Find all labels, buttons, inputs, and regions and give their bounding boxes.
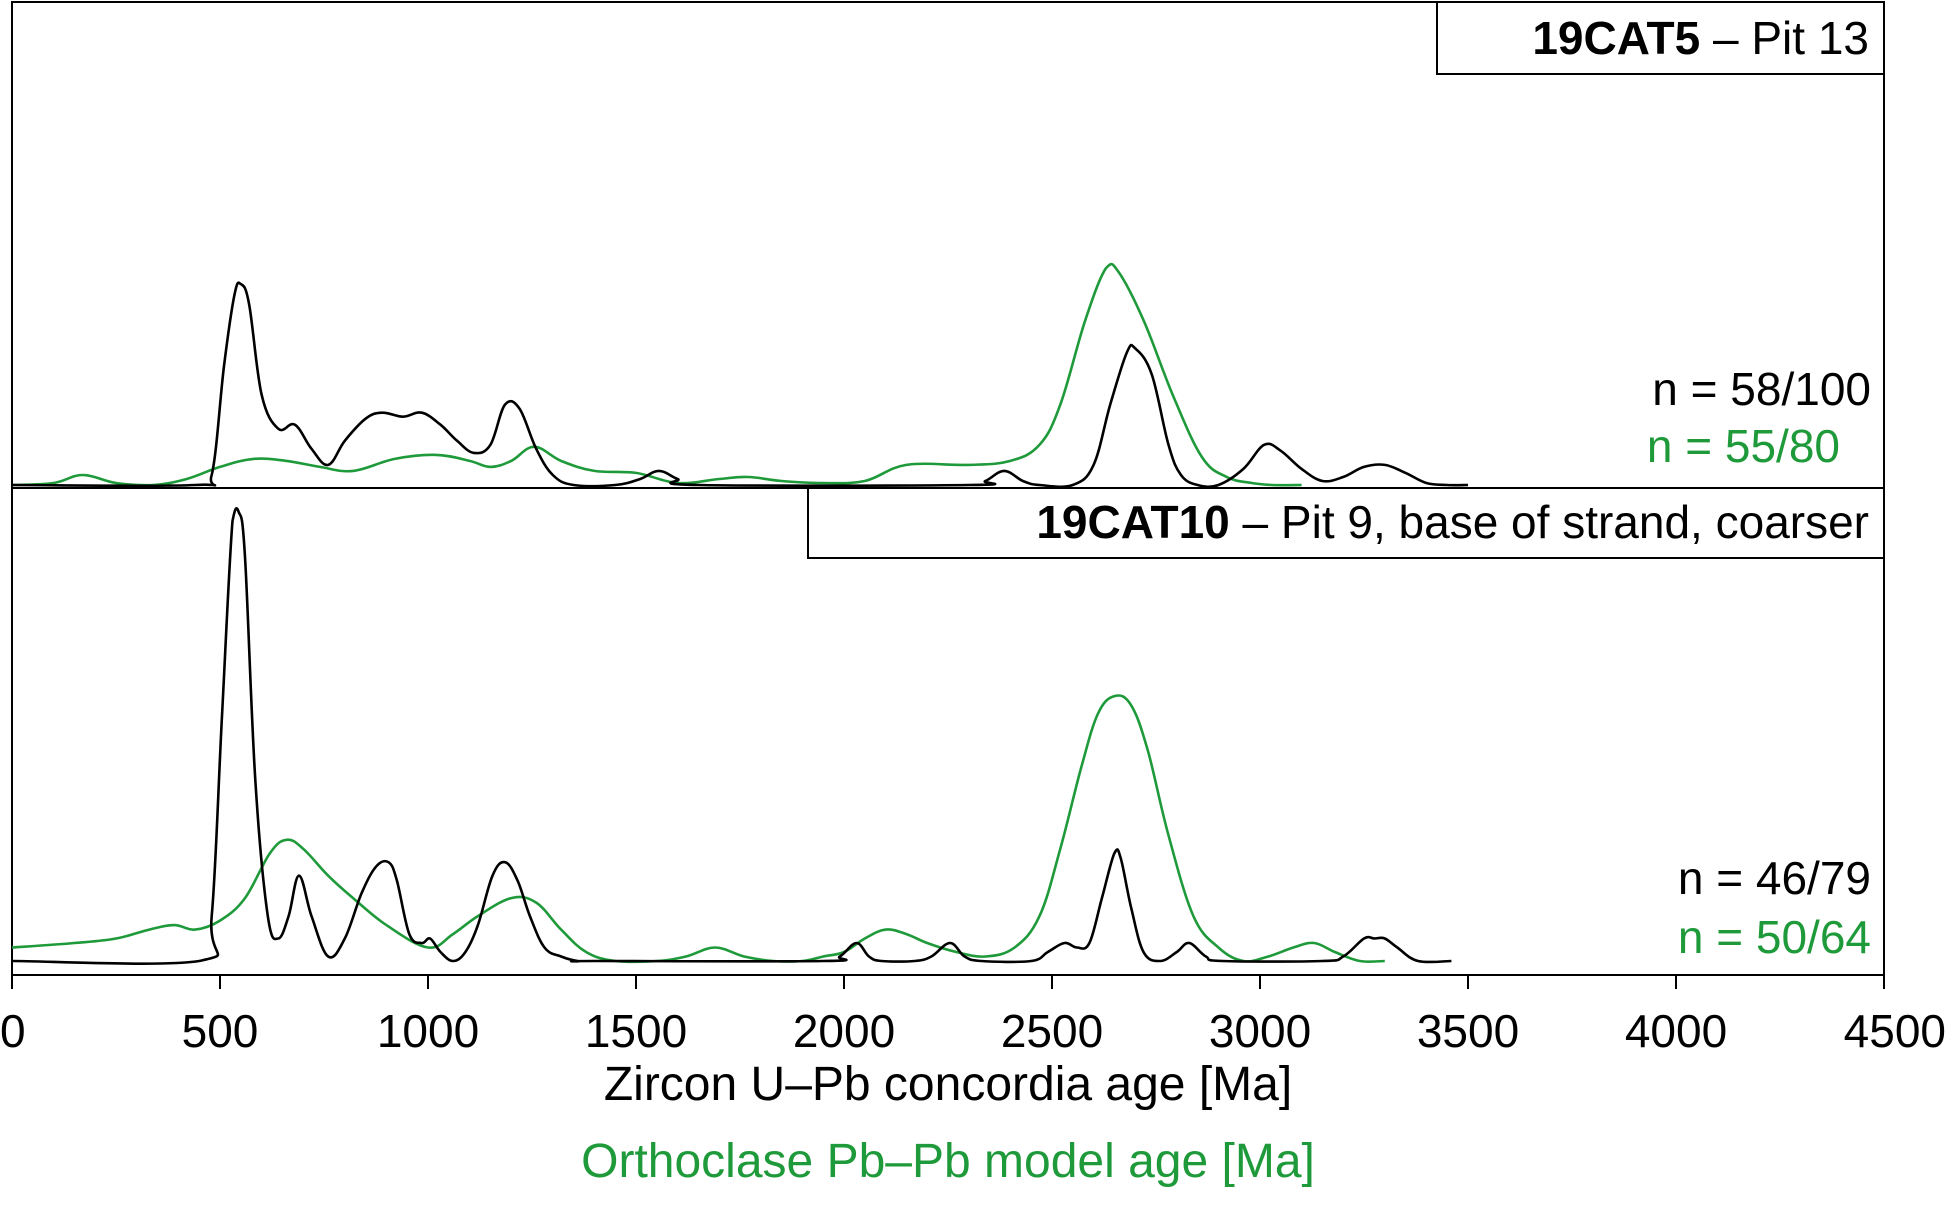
x-tick-label: 4500 xyxy=(1844,1005,1946,1057)
title-text: 19CAT10 – Pit 9, base of strand, coarser xyxy=(1036,496,1869,548)
x-tick-label: 1500 xyxy=(585,1005,687,1057)
title-box xyxy=(807,487,1885,559)
x-tick-label: 500 xyxy=(182,1005,259,1057)
title-description: – Pit 9, base of strand, coarser xyxy=(1230,496,1869,548)
x-axis: 0 500 1000 1500 2000 2500 3000 3500 4000 4500 xyxy=(0,975,1946,1057)
title-description: – Pit 13 xyxy=(1700,12,1869,64)
n-orthoclase-19cat5: n = 55/80 xyxy=(1647,420,1840,472)
panel-19cat10-curves xyxy=(11,506,1452,965)
title-text: 19CAT5 – Pit 13 xyxy=(1532,12,1869,64)
title-sample-id: 19CAT5 xyxy=(1532,12,1700,64)
x-tick-label: 3000 xyxy=(1209,1005,1311,1057)
title-box xyxy=(1436,1,1885,75)
x-tick-label: 2000 xyxy=(793,1005,895,1057)
x-axis-label-orthoclase: Orthoclase Pb–Pb model age [Ma] xyxy=(581,1135,1315,1188)
panel-19cat5-curves xyxy=(11,262,1469,489)
x-tick-label: 2500 xyxy=(1001,1005,1103,1057)
n-zircon-19cat5: n = 58/100 xyxy=(1652,363,1871,415)
n-orthoclase-19cat10: n = 50/64 xyxy=(1678,911,1871,963)
panel-19cat5-title: 19CAT5 – Pit 13 xyxy=(1436,1,1885,75)
panel-19cat10-title: 19CAT10 – Pit 9, base of strand, coarser xyxy=(807,487,1885,559)
density-curve-zircon xyxy=(11,506,1452,965)
x-tick-label: 0 xyxy=(0,1005,26,1057)
title-sample-id: 19CAT10 xyxy=(1036,496,1229,548)
x-tick-label: 1000 xyxy=(377,1005,479,1057)
x-tick-label: 4000 xyxy=(1625,1005,1727,1057)
density-curve-orthoclase xyxy=(11,262,1302,487)
density-curve-zircon xyxy=(11,281,1469,489)
n-zircon-19cat10: n = 46/79 xyxy=(1678,852,1871,904)
x-tick-label: 3500 xyxy=(1417,1005,1519,1057)
x-axis-label-zircon: Zircon U–Pb concordia age [Ma] xyxy=(604,1058,1292,1111)
